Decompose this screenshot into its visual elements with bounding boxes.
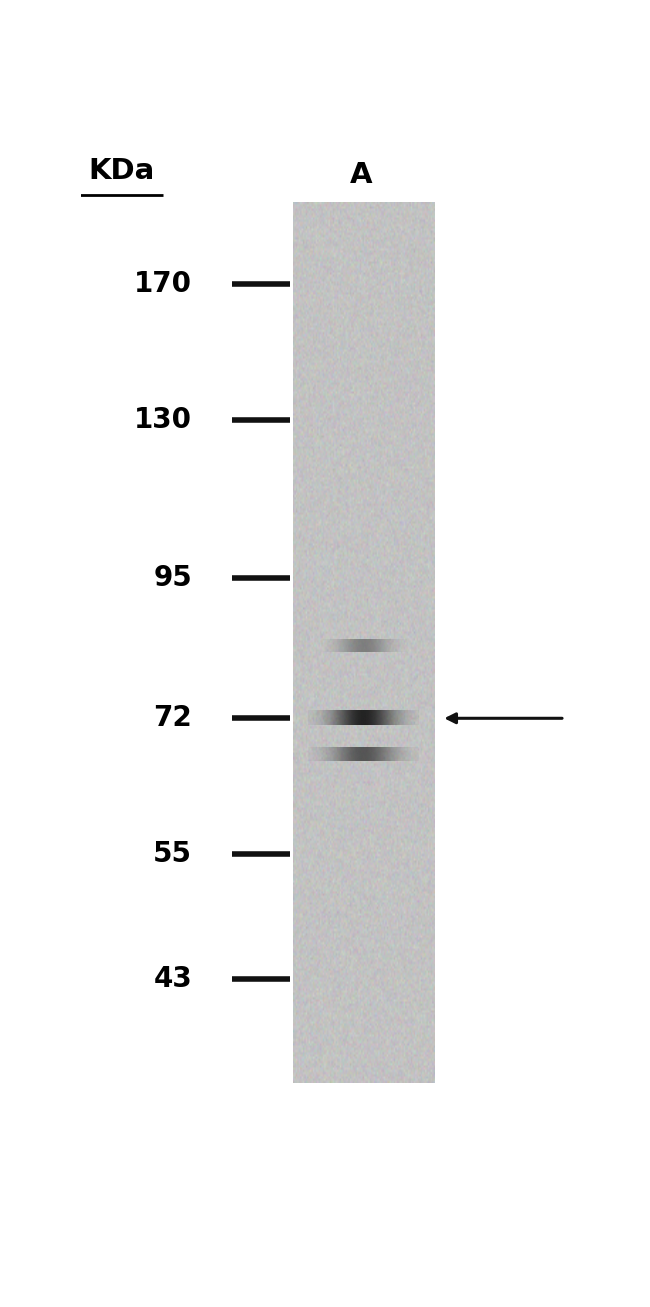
Text: A: A <box>350 161 372 190</box>
Text: 95: 95 <box>153 565 192 592</box>
Text: 55: 55 <box>153 840 192 868</box>
Text: 130: 130 <box>134 405 192 434</box>
Text: 43: 43 <box>153 965 192 993</box>
Text: KDa: KDa <box>88 157 155 186</box>
Text: 72: 72 <box>153 704 192 732</box>
Text: 170: 170 <box>134 271 192 298</box>
